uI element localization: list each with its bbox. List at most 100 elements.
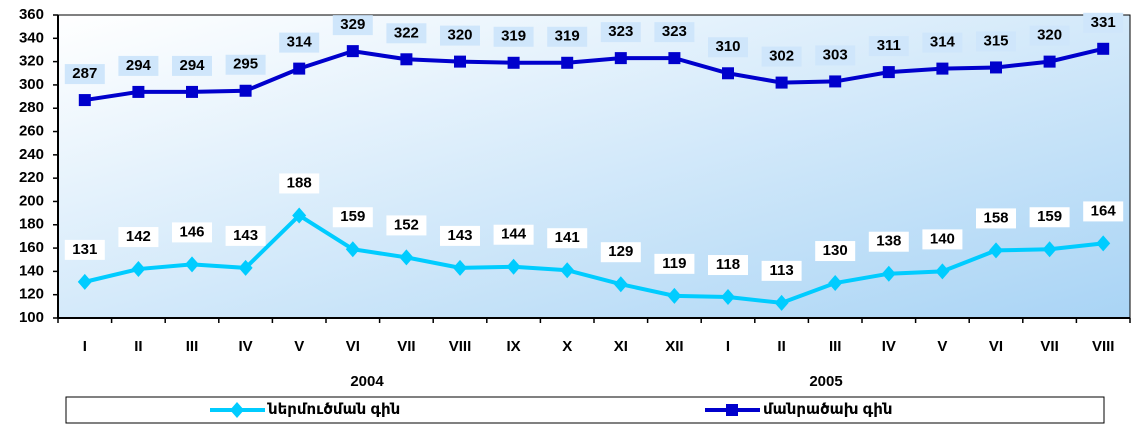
x-tick-label: XII <box>665 338 683 355</box>
x-group-label: 2005 <box>809 373 842 390</box>
marker <box>185 256 199 273</box>
data-label-bg <box>547 26 588 47</box>
data-label-bg <box>440 225 480 246</box>
data-label-bg <box>547 228 588 249</box>
x-tick-label: IV <box>882 338 896 355</box>
y-tick-label: 180 <box>19 216 44 233</box>
data-label: 322 <box>394 24 419 41</box>
x-tick-label: II <box>134 338 142 355</box>
marker <box>507 56 520 69</box>
y-tick-label: 200 <box>19 192 44 209</box>
data-label: 302 <box>769 48 794 65</box>
marker <box>829 75 842 88</box>
x-group-label: 2004 <box>350 373 384 390</box>
data-label-bg <box>279 32 320 53</box>
marker <box>721 289 735 306</box>
x-tick-label: VII <box>397 338 415 355</box>
data-label: 138 <box>876 233 901 250</box>
y-tick-label: 160 <box>19 239 44 256</box>
marker <box>936 62 949 75</box>
marker <box>775 76 788 89</box>
data-label-bg <box>386 215 427 236</box>
x-tick-label: I <box>83 338 87 355</box>
x-tick-label: X <box>562 338 572 355</box>
marker <box>561 56 574 69</box>
data-label: 320 <box>447 27 472 44</box>
y-tick-label: 140 <box>19 262 44 279</box>
data-label-bg <box>976 208 1016 229</box>
data-label-bg <box>225 54 266 75</box>
marker <box>78 94 91 107</box>
marker <box>882 66 895 79</box>
data-label-bg <box>440 25 480 46</box>
marker <box>238 259 253 276</box>
x-tick-label: III <box>186 338 199 355</box>
x-tick-label: V <box>294 338 304 355</box>
marker <box>668 52 681 65</box>
data-label: 140 <box>930 230 955 247</box>
x-tick-label: IV <box>239 338 253 355</box>
data-label-bg <box>868 36 909 57</box>
y-tick-label: 300 <box>19 76 44 93</box>
data-label-bg <box>922 32 963 53</box>
marker <box>346 45 359 58</box>
marker <box>186 85 198 98</box>
marker <box>77 273 92 290</box>
series-line <box>84 212 1104 305</box>
data-label-bg <box>654 253 695 274</box>
data-label: 130 <box>823 242 848 259</box>
marker <box>1042 241 1057 258</box>
data-label-bg <box>172 55 212 76</box>
x-tick-label: V <box>937 338 947 355</box>
data-label: 159 <box>1037 208 1062 225</box>
data-label: 294 <box>179 57 205 74</box>
y-tick-label: 260 <box>19 123 44 140</box>
data-label-bg <box>1083 12 1124 33</box>
data-label-bg <box>761 46 802 67</box>
data-label: 315 <box>983 32 1008 49</box>
marker <box>774 294 789 311</box>
marker <box>990 61 1002 74</box>
data-label-bg <box>761 260 802 281</box>
x-tick-label: VI <box>346 338 360 355</box>
marker <box>400 53 413 66</box>
data-label-bg <box>600 242 641 263</box>
data-label: 143 <box>447 227 472 244</box>
data-label: 143 <box>233 227 258 244</box>
data-label-bg <box>815 241 856 262</box>
data-label: 118 <box>716 256 740 273</box>
marker <box>1043 55 1056 68</box>
data-label: 159 <box>340 208 365 225</box>
marker <box>1097 42 1110 55</box>
data-label: 319 <box>555 28 580 45</box>
data-label-bg <box>976 31 1016 52</box>
data-label-bg <box>654 22 695 43</box>
marker <box>239 84 252 97</box>
marker <box>560 262 575 279</box>
data-label: 314 <box>930 34 956 51</box>
x-tick-label: VI <box>989 338 1003 355</box>
marker <box>722 67 734 80</box>
data-label: 295 <box>233 56 258 73</box>
x-tick-label: II <box>777 338 785 355</box>
marker <box>453 259 467 276</box>
y-tick-label: 100 <box>19 309 44 326</box>
data-label-bg <box>118 227 159 248</box>
data-label: 131 <box>72 241 97 258</box>
data-label: 329 <box>340 16 365 33</box>
y-tick-label: 280 <box>19 99 44 116</box>
x-tick-label: IX <box>507 338 521 355</box>
data-label-bg <box>493 26 534 47</box>
y-tick-label: 220 <box>19 169 44 186</box>
data-label: 158 <box>983 209 1008 226</box>
data-label-bg <box>868 231 909 252</box>
data-label-bg <box>118 55 159 76</box>
data-label: 119 <box>662 255 686 272</box>
x-tick-label: VIII <box>449 338 472 355</box>
data-label-bg <box>493 224 534 245</box>
data-label-bg <box>279 173 320 194</box>
series-line <box>84 46 1104 103</box>
data-label: 294 <box>126 57 152 74</box>
data-label-bg <box>708 37 748 58</box>
